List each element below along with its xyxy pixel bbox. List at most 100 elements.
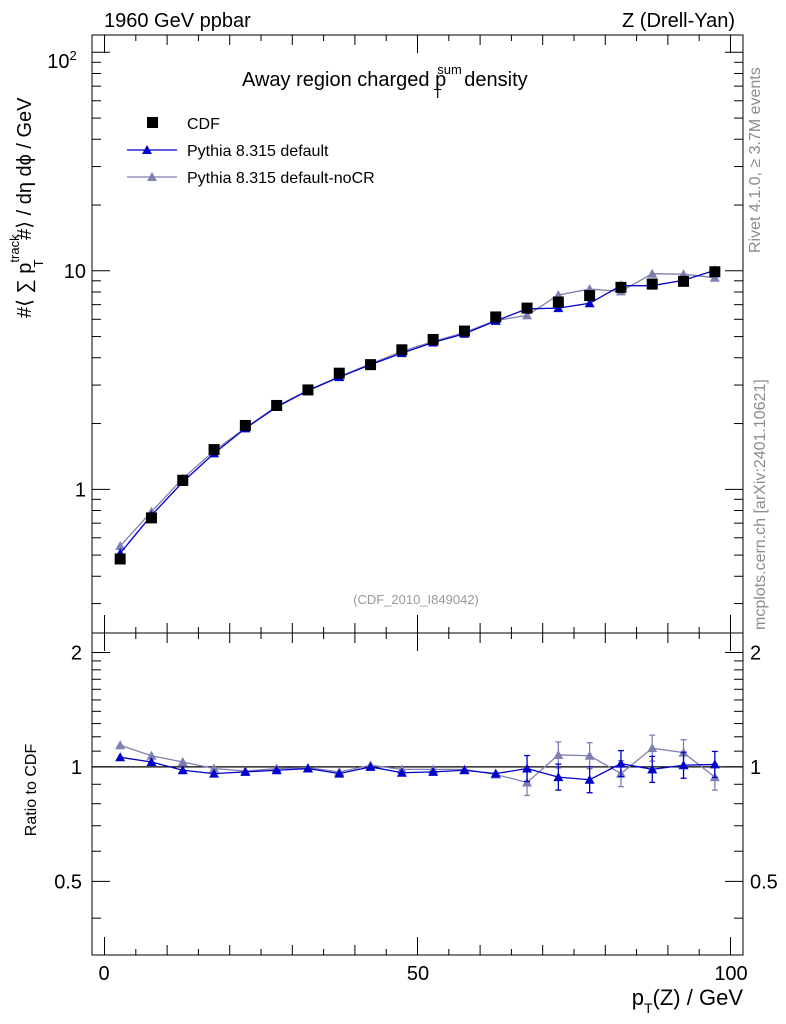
ratio-y-axis-label: Ratio to CDF	[23, 744, 40, 837]
marker-cdf	[177, 474, 189, 486]
marker-cdf	[208, 444, 220, 456]
ratio-marker-default	[459, 765, 470, 775]
ratio-marker-default	[615, 758, 626, 768]
marker-cdf	[646, 278, 658, 290]
ratio-marker-default	[584, 774, 595, 784]
main-plot	[114, 265, 721, 565]
title-main: Away region charged p	[242, 69, 446, 91]
ratio-panel-frame	[91, 632, 744, 956]
ratio-marker-nocr	[146, 750, 157, 760]
marker-cdf	[521, 302, 533, 314]
x-tick-label-50: 50	[407, 963, 429, 985]
marker-cdf	[302, 384, 314, 396]
marker-cdf	[333, 367, 345, 379]
xlabel-p: p	[632, 985, 644, 1010]
ratio-marker-default	[115, 752, 126, 762]
marker-cdf	[490, 311, 502, 323]
marker-cdf	[145, 512, 157, 524]
title-tail: density	[459, 69, 528, 91]
marker-cdf	[584, 290, 596, 302]
ratio-marker-nocr	[584, 750, 595, 760]
y-tick-label-100: 102	[47, 48, 76, 73]
ratio-tick-label-2-right: 2	[750, 642, 761, 664]
ratio-tick-label-0.5: 0.5	[54, 871, 82, 893]
process-label: Z (Drell-Yan)	[622, 10, 735, 32]
marker-cdf	[615, 281, 627, 293]
marker-cdf	[396, 344, 408, 356]
ratio-marker-default	[240, 766, 251, 776]
marker-cdf	[678, 275, 690, 287]
x-tick-label-0: 0	[98, 963, 109, 985]
marker-nocr	[115, 541, 126, 551]
legend-label-default: Pythia 8.315 default	[187, 143, 329, 160]
ratio-marker-nocr	[647, 743, 658, 753]
ratio-line-default	[120, 756, 715, 781]
ratio-marker-default	[365, 761, 376, 771]
xlabel-rest: (Z) / GeV	[653, 985, 744, 1010]
ratio-marker-default	[553, 772, 564, 782]
ratio-axes	[92, 633, 743, 955]
ratio-tick-label-1: 1	[71, 757, 82, 779]
ratio-marker-nocr	[209, 763, 220, 773]
ratio-marker-default	[177, 765, 188, 775]
legend: CDF Pythia 8.315 default Pythia 8.315 de…	[127, 116, 375, 187]
title-sup: sum	[437, 62, 462, 77]
ratio-marker-default	[271, 765, 282, 775]
ratio-marker-default	[678, 760, 689, 770]
ratio-marker-default	[428, 766, 439, 776]
mcplots-label: mcplots.cern.ch [arXiv:2401.10621]	[752, 379, 769, 630]
y-tick-100-exp: 2	[70, 48, 77, 63]
marker-cdf	[458, 325, 470, 337]
marker-cdf	[427, 333, 439, 345]
x-tick-label-100: 100	[714, 963, 747, 985]
ratio-marker-default	[709, 759, 720, 769]
ratio-marker-default	[334, 768, 345, 778]
legend-marker-default	[142, 145, 152, 154]
marker-cdf	[114, 553, 126, 565]
rivet-label: Rivet 4.1.0, ≥ 3.7M events	[747, 67, 764, 253]
y-tick-label-10: 10	[64, 261, 86, 283]
legend-marker-cdf	[147, 117, 158, 128]
ratio-tick-label-2: 2	[71, 642, 82, 664]
series-line-default	[119, 269, 716, 554]
main-axes	[92, 35, 743, 633]
energy-label: 1960 GeV ppbar	[104, 10, 251, 32]
x-axis-label: pT(Z) / GeV	[632, 985, 744, 1016]
ratio-marker-default	[490, 768, 501, 778]
y-tick-label-1: 1	[75, 479, 86, 501]
legend-label-nocr: Pythia 8.315 default-noCR	[187, 170, 375, 187]
marker-cdf	[365, 359, 377, 371]
ratio-line-nocr	[119, 744, 716, 784]
ratio-marker-nocr	[177, 757, 188, 767]
ratio-marker-default	[396, 767, 407, 777]
ratio-marker-nocr	[115, 740, 126, 750]
ylabel-sub: T	[31, 259, 46, 267]
series-line-nocr	[119, 273, 715, 547]
marker-cdf	[239, 419, 251, 431]
y-axis-label: #⟨ ∑ ptrack T #⟩ / dη dϕ / GeV	[7, 97, 46, 318]
ylabel-prefix: #⟨ ∑ p	[14, 263, 36, 318]
ratio-marker-default	[522, 763, 533, 773]
marker-nocr	[522, 310, 533, 320]
plot-title: Away region charged psum T density	[242, 62, 528, 101]
y-tick-100-base: 10	[47, 51, 69, 73]
legend-label-cdf: CDF	[187, 116, 220, 133]
marker-default	[584, 298, 595, 308]
ratio-marker-nocr	[553, 749, 564, 759]
marker-nocr	[647, 268, 658, 278]
analysis-tag: (CDF_2010_I849042)	[353, 592, 479, 607]
ratio-marker-default	[647, 764, 658, 774]
ratio-marker-default	[146, 757, 157, 767]
ratio-tick-label-1-right: 1	[750, 757, 761, 779]
marker-cdf	[271, 399, 283, 411]
ratio-marker-default	[302, 763, 313, 773]
ratio-tick-label-0.5-right: 0.5	[750, 871, 778, 893]
marker-cdf	[709, 266, 721, 278]
marker-default	[553, 303, 564, 313]
marker-cdf	[552, 296, 564, 308]
xlabel-sub: T	[644, 1000, 653, 1016]
ratio-plot	[115, 734, 720, 797]
ratio-marker-default	[209, 768, 220, 778]
ylabel-suffix: #⟩ / dη dϕ / GeV	[14, 97, 36, 246]
